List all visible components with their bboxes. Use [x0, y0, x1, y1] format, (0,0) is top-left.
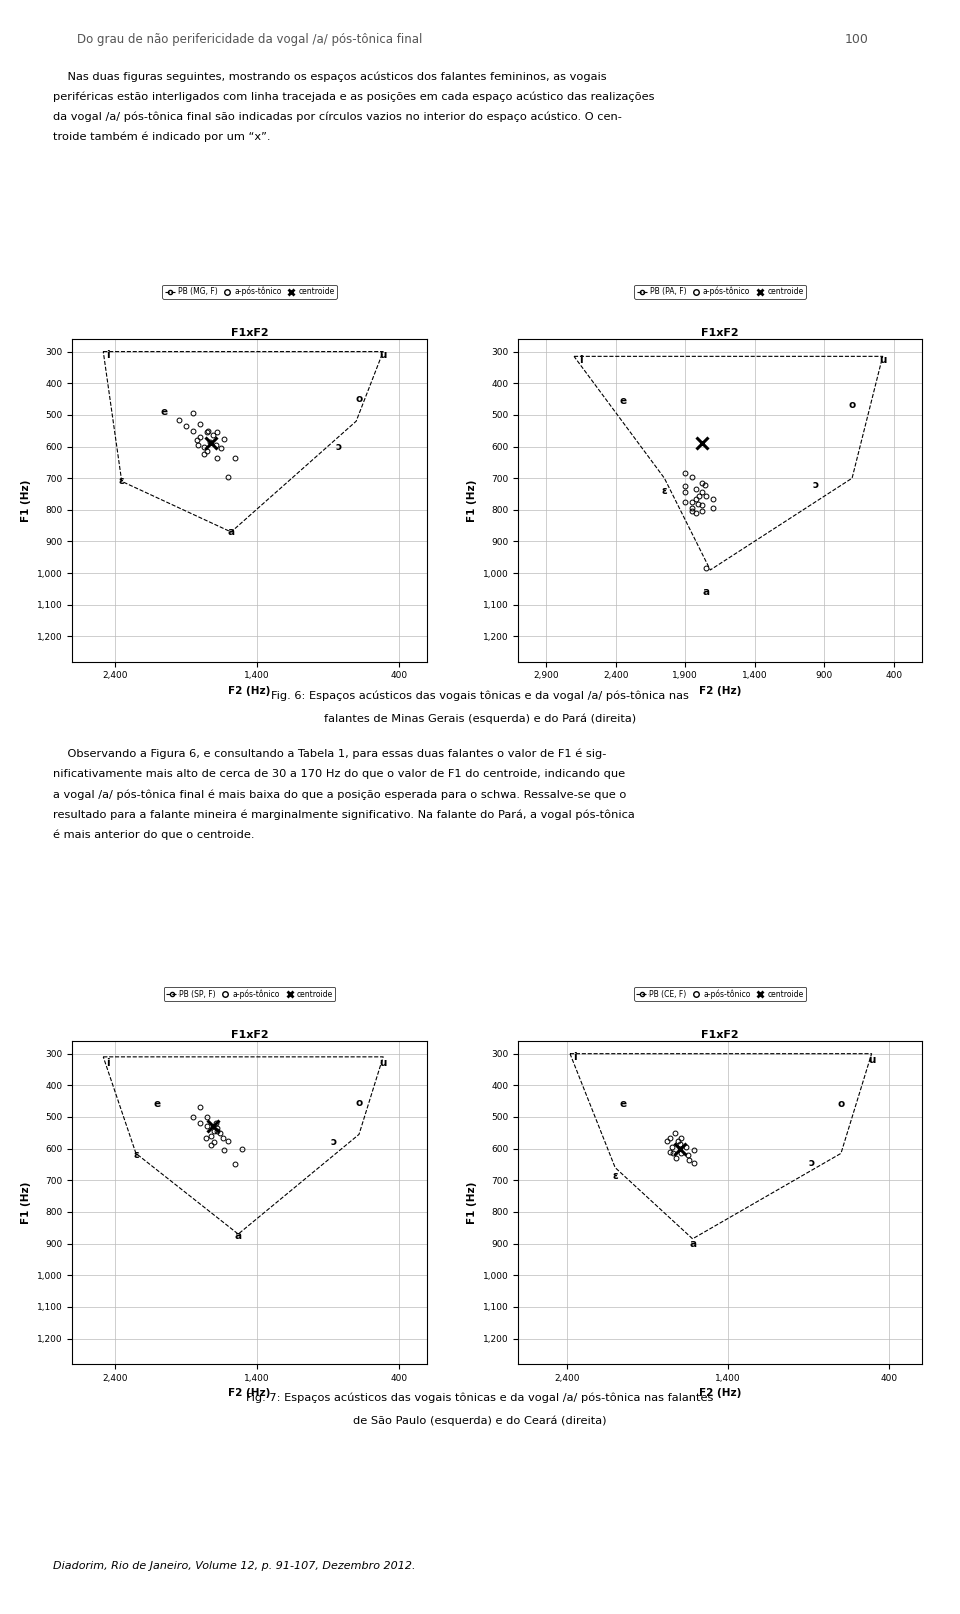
Text: o: o [837, 1099, 845, 1109]
Text: u: u [379, 1059, 387, 1068]
Text: ɔ: ɔ [813, 479, 819, 489]
Text: u: u [879, 355, 886, 365]
X-axis label: F2 (Hz): F2 (Hz) [228, 1388, 271, 1398]
Text: o: o [355, 1098, 363, 1107]
Text: e: e [154, 1099, 161, 1109]
Text: de São Paulo (esquerda) e do Ceará (direita): de São Paulo (esquerda) e do Ceará (dire… [353, 1415, 607, 1427]
Title: F1xF2: F1xF2 [230, 1030, 269, 1041]
Text: 100: 100 [845, 32, 869, 47]
Text: e: e [619, 1099, 627, 1109]
X-axis label: F2 (Hz): F2 (Hz) [228, 686, 271, 696]
Text: Fig. 7: Espaços acústicos das vogais tônicas e da vogal /a/ pós-tônica nas falan: Fig. 7: Espaços acústicos das vogais tôn… [247, 1393, 713, 1404]
Text: ɔ: ɔ [336, 442, 342, 452]
Text: Fig. 6: Espaços acústicos das vogais tônicas e da vogal /a/ pós-tônica nas: Fig. 6: Espaços acústicos das vogais tôn… [271, 691, 689, 702]
Text: ɔ: ɔ [330, 1138, 337, 1148]
Text: a: a [689, 1238, 696, 1249]
Text: i: i [579, 355, 583, 365]
Text: a: a [234, 1230, 242, 1241]
Text: troide também é indicado por um “x”.: troide também é indicado por um “x”. [53, 131, 271, 142]
Text: e: e [619, 395, 626, 405]
Text: Nas duas figuras seguintes, mostrando os espaços acústicos dos falantes feminino: Nas duas figuras seguintes, mostrando os… [53, 71, 607, 82]
Text: periféricas estão interligados com linha tracejada e as posições em cada espaço : periféricas estão interligados com linha… [53, 90, 655, 102]
Title: F1xF2: F1xF2 [230, 328, 269, 339]
Title: F1xF2: F1xF2 [701, 328, 739, 339]
Legend: PB (SP, F), a-pós-tônico, centroide: PB (SP, F), a-pós-tônico, centroide [164, 986, 335, 1001]
Y-axis label: F1 (Hz): F1 (Hz) [468, 479, 477, 521]
Legend: PB (CE, F), a-pós-tônico, centroide: PB (CE, F), a-pós-tônico, centroide [634, 986, 806, 1001]
Text: i: i [106, 1059, 109, 1068]
X-axis label: F2 (Hz): F2 (Hz) [699, 1388, 741, 1398]
Text: i: i [106, 350, 109, 360]
Text: ɔ: ɔ [809, 1157, 815, 1169]
Text: é mais anterior do que o centroide.: é mais anterior do que o centroide. [53, 830, 254, 841]
Y-axis label: F1 (Hz): F1 (Hz) [21, 1181, 31, 1223]
Text: u: u [379, 350, 387, 360]
Text: ɛ: ɛ [119, 476, 125, 486]
Legend: PB (PA, F), a-pós-tônico, centroide: PB (PA, F), a-pós-tônico, centroide [635, 284, 805, 299]
Text: Do grau de não perifericidade da vogal /a/ pós-tônica final: Do grau de não perifericidade da vogal /… [77, 32, 422, 47]
Title: F1xF2: F1xF2 [701, 1030, 739, 1041]
Text: da vogal /a/ pós-tônica final são indicadas por círculos vazios no interior do e: da vogal /a/ pós-tônica final são indica… [53, 111, 622, 123]
Text: a: a [703, 587, 709, 597]
Text: falantes de Minas Gerais (esquerda) e do Pará (direita): falantes de Minas Gerais (esquerda) e do… [324, 713, 636, 725]
Text: e: e [160, 407, 168, 416]
Text: resultado para a falante mineira é marginalmente significativo. Na falante do Pa: resultado para a falante mineira é margi… [53, 809, 635, 820]
Text: ɛ: ɛ [612, 1170, 618, 1180]
Legend: PB (MG, F), a-pós-tônico, centroide: PB (MG, F), a-pós-tônico, centroide [162, 284, 337, 299]
Text: Observando a Figura 6, e consultando a Tabela 1, para essas duas falantes o valo: Observando a Figura 6, e consultando a T… [53, 749, 606, 760]
Text: o: o [849, 400, 855, 410]
Text: ɛ: ɛ [661, 486, 667, 495]
Text: a: a [228, 528, 234, 537]
Y-axis label: F1 (Hz): F1 (Hz) [468, 1181, 477, 1223]
Text: o: o [355, 394, 363, 404]
Text: ɛ: ɛ [133, 1149, 139, 1160]
X-axis label: F2 (Hz): F2 (Hz) [699, 686, 741, 696]
Text: Diadorim, Rio de Janeiro, Volume 12, p. 91-107, Dezembro 2012.: Diadorim, Rio de Janeiro, Volume 12, p. … [53, 1561, 416, 1570]
Text: a vogal /a/ pós-tônica final é mais baixa do que a posição esperada para o schwa: a vogal /a/ pós-tônica final é mais baix… [53, 789, 626, 801]
Y-axis label: F1 (Hz): F1 (Hz) [21, 479, 31, 521]
Text: u: u [868, 1056, 876, 1065]
Text: i: i [573, 1052, 577, 1062]
Text: nificativamente mais alto de cerca de 30 a 170 Hz do que o valor de F1 do centro: nificativamente mais alto de cerca de 30… [53, 768, 625, 780]
